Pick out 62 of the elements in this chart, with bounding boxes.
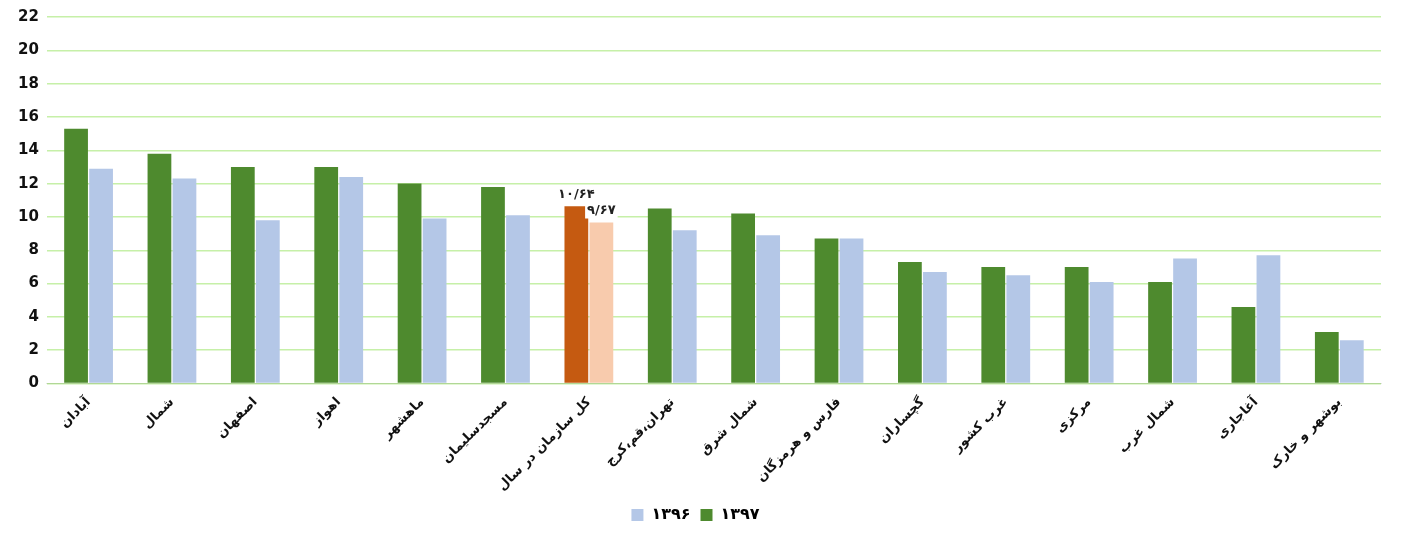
bar <box>1148 281 1172 383</box>
x-tick-label: مسجدسلیمان <box>438 393 510 466</box>
y-tick-label: 22 <box>18 6 39 25</box>
bar <box>1231 306 1256 383</box>
bar <box>506 215 530 383</box>
y-tick-label: 16 <box>18 106 39 125</box>
y-tick-label: 2 <box>28 340 39 359</box>
x-tick-label: شمال غرب <box>1115 393 1178 456</box>
x-tick-label: اهواز <box>308 393 344 430</box>
x-tick-label: بوشهر و خارک <box>1266 393 1344 472</box>
bar <box>172 178 197 383</box>
y-tick-label: 0 <box>28 373 39 392</box>
bar <box>1173 258 1197 383</box>
y-tick-label: 18 <box>18 73 39 92</box>
x-tick-label: آبادان <box>55 392 94 431</box>
y-tick-label: 12 <box>18 173 39 192</box>
bar <box>64 128 88 383</box>
bar <box>814 238 839 383</box>
bar <box>981 266 1006 383</box>
x-tick-label: غرب کشور <box>948 393 1011 456</box>
y-tick-label: 10 <box>18 206 39 225</box>
x-tick-label: اصفهان <box>213 393 260 441</box>
x-tick-label: گچساران <box>875 393 928 446</box>
bar <box>839 238 864 383</box>
bar <box>672 230 697 383</box>
bar <box>898 261 922 383</box>
bar <box>397 183 422 383</box>
y-tick-label: 8 <box>28 240 39 259</box>
y-tick-label: 4 <box>28 306 39 325</box>
bar <box>564 206 589 383</box>
bar <box>422 218 447 383</box>
x-tick-label: مرکزی <box>1052 393 1094 436</box>
x-tick-label: آغاجاری <box>1212 392 1261 442</box>
bar <box>731 213 755 383</box>
bar <box>314 166 339 383</box>
y-tick-label: 20 <box>18 40 39 59</box>
x-tick-label: تهران،قم،کرج <box>602 393 678 470</box>
y-tick-label: 14 <box>18 140 39 159</box>
bar <box>923 271 947 383</box>
bar <box>89 168 113 383</box>
bar <box>481 186 505 383</box>
bar <box>1006 275 1031 383</box>
bar <box>1256 255 1281 383</box>
bar <box>230 166 255 383</box>
data-label: ۱۰/۶۴ <box>558 186 595 202</box>
bar <box>339 176 364 383</box>
legend-label: ۱۳۹۷ <box>720 504 760 524</box>
bar <box>647 208 672 383</box>
bar <box>255 220 280 383</box>
bar <box>147 153 172 383</box>
bar <box>589 222 614 383</box>
bar <box>756 235 781 383</box>
x-tick-label: شمال <box>139 393 177 432</box>
legend-label: ۱۳۹۶ <box>651 504 691 524</box>
bar <box>1314 331 1339 383</box>
y-tick-label: 6 <box>28 273 39 292</box>
bar <box>1064 266 1089 383</box>
x-tick-label: ماهشهر <box>378 393 427 442</box>
bar <box>1339 340 1364 383</box>
bar <box>1089 281 1114 383</box>
x-tick-label: شمال شرق <box>696 393 761 458</box>
data-label: ۹/۶۷ <box>587 202 616 218</box>
